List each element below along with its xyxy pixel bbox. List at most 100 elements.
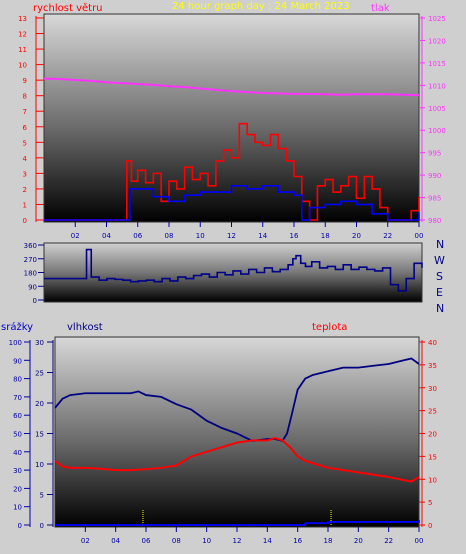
temperature-axis-title: teplota — [312, 322, 347, 333]
time-axis-tick-label: 10 — [196, 232, 205, 240]
wind-axis-tick-label: 3 — [23, 170, 27, 178]
humidity-axis-tick-label: 30 — [35, 339, 44, 347]
wind-axis-tick-label: 1 — [23, 201, 27, 209]
time-axis-tick-label: 06 — [142, 537, 151, 545]
gust-series-line — [44, 185, 420, 221]
direction-axis-tick-label: 180 — [24, 270, 37, 278]
wind-direction-series-line — [44, 248, 423, 292]
time-axis-tick-label: 18 — [321, 232, 330, 240]
wind-axis-tick-label: 0 — [23, 217, 27, 225]
time-axis-tick-label: 16 — [293, 537, 302, 545]
time-axis-tick-label: 22 — [384, 537, 393, 545]
time-axis-tick-label: 02 — [71, 232, 80, 240]
rain-axis-tick-label: 80 — [13, 376, 22, 384]
rain-axis-tick-label: 30 — [13, 467, 22, 475]
wind-axis-tick-label: 12 — [18, 31, 27, 39]
temperature-axis-tick-label: 0 — [428, 522, 432, 530]
time-axis-tick-label: 12 — [227, 232, 236, 240]
time-axis-tick-label: 18 — [324, 537, 333, 545]
time-axis-tick-label: 14 — [258, 232, 267, 240]
rain-series-line — [55, 520, 420, 526]
humidity-axis-tick-label: 15 — [35, 431, 44, 439]
wind-axis-tick-label: 8 — [23, 93, 27, 101]
direction-axis-tick-label: 270 — [24, 256, 37, 264]
temperature-axis-tick-label: 10 — [428, 476, 437, 484]
rain-axis-tick-label: 20 — [13, 485, 22, 493]
temperature-axis-tick-label: 5 — [428, 499, 432, 507]
rain-axis-tick-label: 50 — [13, 431, 22, 439]
wind-axis-tick-label: 2 — [23, 186, 27, 194]
wind-speed-series-line — [44, 122, 420, 221]
time-axis-tick-label: 14 — [263, 537, 272, 545]
temperature-axis-tick-label: 40 — [428, 339, 437, 347]
wind-axis-tick-label: 6 — [23, 124, 28, 132]
compass-label-e: E — [436, 286, 443, 299]
wind-speed-axis-title: rychlost větru — [33, 2, 103, 14]
pressure-axis-tick-label: 990 — [428, 172, 441, 180]
pressure-axis-tick-label: 985 — [428, 195, 441, 203]
time-axis-tick-label: 00 — [415, 232, 424, 240]
compass-label-n1: N — [436, 238, 444, 251]
rain-axis-tick-label: 0 — [18, 522, 22, 530]
time-axis-tick-label: 12 — [233, 537, 242, 545]
humidity-axis-tick-label: 20 — [35, 400, 44, 408]
humidity-axis-tick-label: 5 — [40, 492, 44, 500]
rain-axis-tick-label: 60 — [13, 412, 22, 420]
pressure-axis-tick-label: 995 — [428, 150, 441, 158]
time-axis-tick-label: 04 — [111, 537, 120, 545]
rain-axis-tick-label: 100 — [9, 339, 22, 347]
time-axis-tick-label: 06 — [133, 232, 142, 240]
humidity-axis-tick-label: 0 — [40, 522, 44, 530]
temperature-series-line — [54, 437, 420, 483]
wind-axis-tick-label: 11 — [18, 46, 27, 54]
rain-axis-tick-label: 70 — [13, 394, 22, 402]
pressure-axis-tick-label: 1000 — [428, 127, 446, 135]
time-axis-tick-label: 16 — [290, 232, 299, 240]
time-axis-tick-label: 08 — [165, 232, 174, 240]
time-axis-tick-label: 20 — [354, 537, 363, 545]
pressure-axis-tick-label: 1015 — [428, 60, 446, 68]
rain-axis-title: srážky — [1, 321, 33, 333]
wind-axis-tick-label: 4 — [23, 155, 28, 163]
time-axis-tick-label: 20 — [352, 232, 361, 240]
compass-label-s: S — [436, 270, 443, 283]
time-axis-tick-label: 22 — [383, 232, 392, 240]
time-axis-tick-label: 10 — [202, 537, 211, 545]
direction-axis-tick-label: 360 — [24, 242, 37, 250]
wind-axis-tick-label: 9 — [23, 77, 27, 85]
direction-axis-tick-label: 90 — [28, 283, 37, 291]
temperature-axis-tick-label: 20 — [428, 431, 437, 439]
compass-label-n2: N — [436, 302, 444, 315]
humidity-axis-tick-label: 25 — [35, 370, 44, 378]
time-axis-tick-label: 04 — [102, 232, 111, 240]
temperature-axis-tick-label: 25 — [428, 408, 437, 416]
pressure-series-line — [43, 77, 420, 97]
humidity-axis-title: vlhkost — [67, 322, 103, 333]
temperature-axis-tick-label: 15 — [428, 453, 437, 461]
wind-axis-tick-label: 10 — [18, 62, 27, 70]
wind-axis-tick-label: 7 — [23, 108, 27, 116]
compass-label-w: W — [434, 254, 445, 267]
direction-axis-tick-label: 0 — [33, 297, 37, 305]
wind-axis-tick-label: 13 — [18, 15, 27, 23]
pressure-axis-tick-label: 1010 — [428, 82, 446, 90]
pressure-axis-tick-label: 1025 — [428, 15, 446, 23]
humidity-axis-tick-label: 10 — [35, 461, 44, 469]
pressure-axis-tick-label: 1005 — [428, 105, 446, 113]
time-axis-tick-label: 02 — [81, 537, 90, 545]
rain-axis-tick-label: 40 — [13, 449, 22, 457]
wind-axis-tick-label: 5 — [23, 139, 27, 147]
rain-axis-tick-label: 90 — [13, 357, 22, 365]
temperature-axis-tick-label: 30 — [428, 385, 437, 393]
pressure-axis-tick-label: 980 — [428, 217, 441, 225]
time-axis-tick-label: 08 — [172, 537, 181, 545]
pressure-axis-tick-label: 1020 — [428, 37, 446, 45]
chart-title: 24 hour graph day : 24 March 2023 — [172, 1, 350, 12]
rain-humidity-temperature-plot-area — [54, 336, 420, 528]
pressure-axis-title: tlak — [371, 3, 390, 14]
temperature-axis-tick-label: 35 — [428, 362, 437, 370]
rain-axis-tick-label: 10 — [13, 504, 22, 512]
time-axis-tick-label: 00 — [415, 537, 424, 545]
